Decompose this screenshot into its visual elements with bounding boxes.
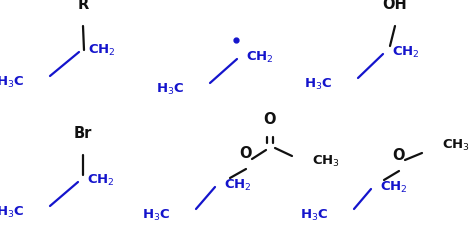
Text: H$_3$C: H$_3$C — [0, 74, 24, 90]
Text: CH$_2$: CH$_2$ — [392, 44, 420, 60]
Text: H$_3$C: H$_3$C — [0, 205, 24, 220]
Text: CH$_2$: CH$_2$ — [87, 172, 115, 187]
Text: OH: OH — [383, 0, 407, 12]
Text: CH$_2$: CH$_2$ — [380, 180, 408, 195]
Text: Br: Br — [74, 126, 92, 141]
Text: O: O — [240, 146, 252, 161]
Text: CH$_3$: CH$_3$ — [312, 153, 340, 168]
Text: H$_3$C: H$_3$C — [156, 82, 184, 97]
Text: R: R — [77, 0, 89, 12]
Text: CH$_3$: CH$_3$ — [442, 137, 470, 153]
Text: H$_3$C: H$_3$C — [300, 207, 328, 223]
Text: CH$_2$: CH$_2$ — [246, 49, 274, 64]
Text: O: O — [264, 112, 276, 127]
Text: O: O — [393, 148, 405, 163]
Text: CH$_2$: CH$_2$ — [224, 177, 252, 193]
Text: CH$_2$: CH$_2$ — [88, 42, 116, 58]
Text: H$_3$C: H$_3$C — [304, 77, 332, 92]
Text: H$_3$C: H$_3$C — [142, 207, 170, 223]
